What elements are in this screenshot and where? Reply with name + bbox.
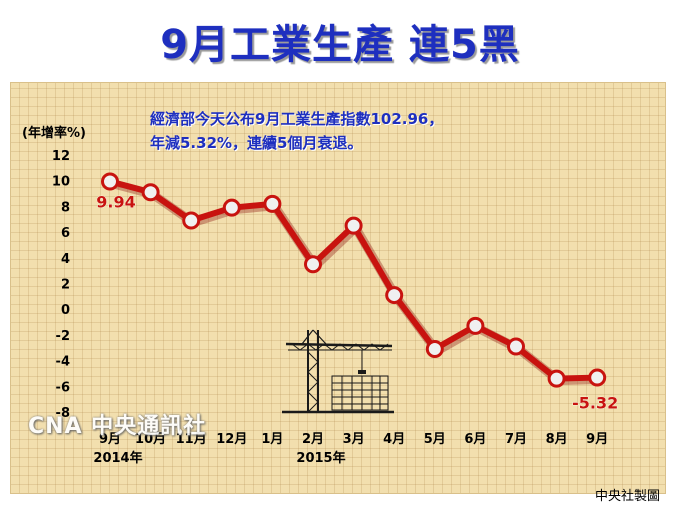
- x-tick-label: 9月: [99, 432, 121, 447]
- y-tick-label: 10: [52, 175, 70, 190]
- y-axis-label: (年增率%): [22, 125, 86, 141]
- data-point: [101, 172, 119, 191]
- data-point: [141, 183, 160, 202]
- series-line: [101, 172, 607, 388]
- y-tick-label: 6: [61, 226, 70, 241]
- data-labels: 9.94 -5.32: [96, 192, 619, 413]
- data-point: [547, 369, 566, 388]
- data-point: [304, 255, 322, 274]
- chart-panel: [10, 82, 666, 494]
- annotation-line-2: 年減5.32%，連續5個月衰退。: [150, 134, 363, 152]
- x-tick-label: 1月: [261, 432, 283, 447]
- data-label: -5.32: [572, 394, 618, 413]
- x-tick-label: 7月: [505, 432, 527, 447]
- year-label: 2014年: [93, 450, 142, 466]
- y-tick-label: -2: [56, 329, 70, 344]
- y-tick-label: -6: [56, 380, 70, 395]
- x-axis: 9月 10月 11月 12月 1月 2月 3月 4月 5月 6月 7月 8月 9月 2014年 2015年: [93, 432, 608, 466]
- x-tick-label: 10月: [135, 432, 166, 447]
- annotation-line-1: 經濟部今天公布9月工業生產指數102.96，: [150, 110, 444, 128]
- x-tick-label: 12月: [216, 432, 247, 447]
- y-tick-label: -8: [56, 406, 70, 421]
- data-point: [466, 316, 485, 335]
- data-point: [182, 211, 201, 230]
- cna-watermark-logo: CNA 中央通訊社: [28, 414, 207, 439]
- data-point: [425, 340, 444, 359]
- x-tick-label: 2月: [302, 432, 324, 447]
- data-point: [344, 216, 363, 235]
- x-tick-label: 6月: [464, 432, 486, 447]
- x-tick-label: 4月: [383, 432, 405, 447]
- data-point: [263, 194, 282, 213]
- year-label: 2015年: [296, 450, 345, 466]
- y-tick-label: -4: [56, 355, 70, 370]
- y-tick-label: 4: [61, 252, 70, 267]
- data-point: [588, 368, 607, 387]
- x-tick-label: 5月: [424, 432, 446, 447]
- y-tick-label: 12: [52, 149, 70, 164]
- headline-title: 9月工業生產 連5黑: [160, 22, 520, 68]
- x-tick-label: 9月: [586, 432, 608, 447]
- y-tick-label: 8: [61, 200, 70, 215]
- x-tick-label: 3月: [343, 432, 365, 447]
- x-tick-label: 8月: [546, 432, 568, 447]
- data-label: 9.94: [96, 192, 135, 211]
- data-point: [507, 337, 525, 356]
- y-tick-label: 2: [61, 278, 70, 293]
- data-point: [385, 286, 404, 305]
- y-tick-label: 0: [61, 303, 70, 318]
- data-point: [222, 198, 241, 217]
- y-axis: (年增率%) 12 10 8 6 4 2 0 -2 -4 -6 -8: [22, 125, 86, 421]
- x-tick-label: 11月: [176, 432, 207, 447]
- construction-crane-building-icon: [282, 329, 394, 414]
- credit-text: 中央社製圖: [594, 489, 660, 504]
